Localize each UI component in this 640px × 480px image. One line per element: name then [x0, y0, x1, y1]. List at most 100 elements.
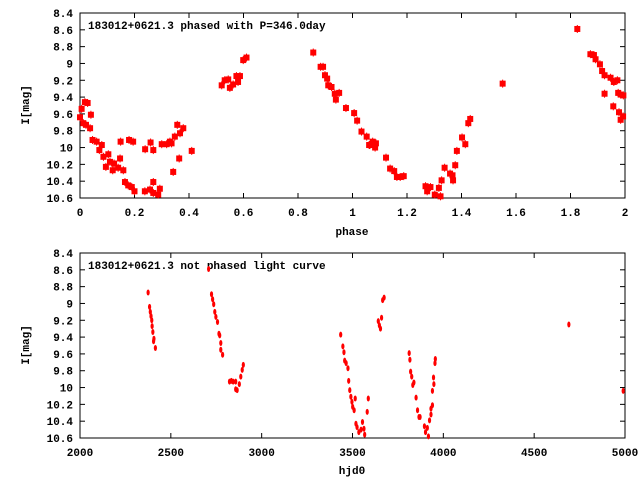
chart-title: 183012+0621.3 not phased light curve — [88, 261, 326, 273]
data-point — [409, 368, 413, 375]
data-point — [621, 387, 625, 394]
data-point — [344, 360, 348, 367]
y-axis-label: I[mag] — [21, 325, 33, 365]
data-point — [423, 429, 428, 436]
x-tick-label: 2500 — [158, 448, 184, 460]
y-tick-label: 9.8 — [53, 367, 73, 379]
x-tick-label: 5000 — [612, 448, 638, 460]
y-tick-label: 8.6 — [53, 266, 73, 278]
y-tick-label: 9.4 — [53, 93, 73, 105]
y-tick-label: 8.4 — [53, 9, 73, 21]
data-point — [426, 433, 431, 440]
data-point — [212, 301, 216, 308]
data-point — [430, 387, 435, 394]
data-point — [349, 393, 353, 400]
data-point — [153, 345, 157, 352]
data-point — [237, 381, 241, 388]
x-tick-label: 0.8 — [288, 208, 308, 220]
y-tick-label: 10.2 — [47, 160, 73, 172]
data-point — [209, 291, 214, 298]
data-point — [218, 332, 222, 339]
y-tick-label: 9.8 — [53, 127, 73, 139]
data-point — [146, 289, 150, 296]
data-point — [355, 424, 359, 431]
y-tick-label: 10 — [60, 144, 73, 156]
chart-title: 183012+0621.3 phased with P=346.0day — [88, 21, 326, 33]
data-point — [360, 419, 365, 426]
y-tick-label: 10.4 — [47, 417, 74, 429]
x-tick-label: 1.4 — [452, 208, 472, 220]
y-tick-label: 8.6 — [53, 26, 73, 38]
data-point — [215, 318, 220, 325]
data-point — [362, 425, 366, 432]
data-point — [412, 379, 416, 386]
data-point — [418, 413, 422, 420]
data-point — [221, 351, 225, 358]
y-tick-label: 9.4 — [53, 333, 73, 345]
y-tick-label: 8.8 — [53, 283, 73, 295]
data-point — [147, 303, 152, 310]
data-point — [241, 361, 245, 368]
data-point — [353, 395, 357, 402]
data-point — [422, 423, 427, 430]
data-point — [239, 373, 243, 380]
data-point — [348, 387, 352, 394]
y-tick-label: 9.6 — [53, 110, 73, 122]
data-point — [378, 325, 383, 332]
x-tick-label: 0.2 — [125, 208, 145, 220]
x-tick-label: 3500 — [339, 448, 365, 460]
data-point — [342, 349, 346, 356]
data-point — [235, 387, 239, 394]
y-tick-label: 10.4 — [47, 177, 74, 189]
data-point — [339, 331, 343, 338]
data-point — [231, 378, 235, 385]
y-tick-label: 10 — [60, 384, 73, 396]
data-point — [207, 265, 211, 272]
y-tick-label: 10.6 — [47, 434, 73, 446]
data-point — [433, 355, 437, 362]
data-point — [346, 365, 350, 372]
data-point — [410, 373, 414, 380]
x-tick-label: 4500 — [521, 448, 547, 460]
x-tick-label: 0.4 — [179, 208, 199, 220]
y-tick-label: 9 — [66, 299, 73, 311]
data-point — [211, 296, 215, 303]
y-tick-label: 8.8 — [53, 43, 73, 55]
x-axis-label: phase — [335, 227, 368, 239]
x-tick-label: 4000 — [430, 448, 456, 460]
data-point — [363, 431, 367, 438]
data-point — [407, 350, 411, 357]
data-point — [359, 426, 363, 433]
data-point — [425, 424, 429, 431]
data-point — [341, 343, 345, 350]
data-point — [415, 407, 420, 414]
x-tick-label: 3000 — [248, 448, 274, 460]
data-point — [567, 321, 571, 328]
x-tick-label: 2000 — [67, 448, 93, 460]
x-tick-label: 0 — [77, 208, 84, 220]
data-point — [352, 407, 356, 414]
data-point — [429, 411, 433, 418]
data-point — [219, 346, 223, 353]
x-axis-label: hjd0 — [339, 466, 365, 478]
data-point — [408, 356, 412, 363]
data-point — [213, 308, 217, 315]
x-tick-label: 1.8 — [561, 208, 581, 220]
data-point — [150, 323, 154, 330]
x-tick-label: 1.2 — [397, 208, 417, 220]
data-point — [240, 366, 244, 373]
y-tick-label: 10.2 — [47, 400, 73, 412]
data-point — [431, 374, 436, 381]
data-point — [366, 395, 370, 402]
y-axis-label: I[mag] — [21, 85, 33, 125]
y-tick-label: 9.2 — [53, 76, 73, 88]
x-tick-label: 0.6 — [234, 208, 254, 220]
data-point — [430, 402, 435, 409]
data-point — [414, 394, 418, 401]
data-point — [151, 329, 155, 336]
data-point — [151, 338, 156, 345]
phased-light-curve-panel: 183012+0621.3 phased with P=346.0day pha… — [21, 9, 628, 239]
unphased-light-curve-panel: 183012+0621.3 not phased light curve hjd… — [21, 249, 638, 478]
x-tick-label: 2 — [622, 208, 629, 220]
